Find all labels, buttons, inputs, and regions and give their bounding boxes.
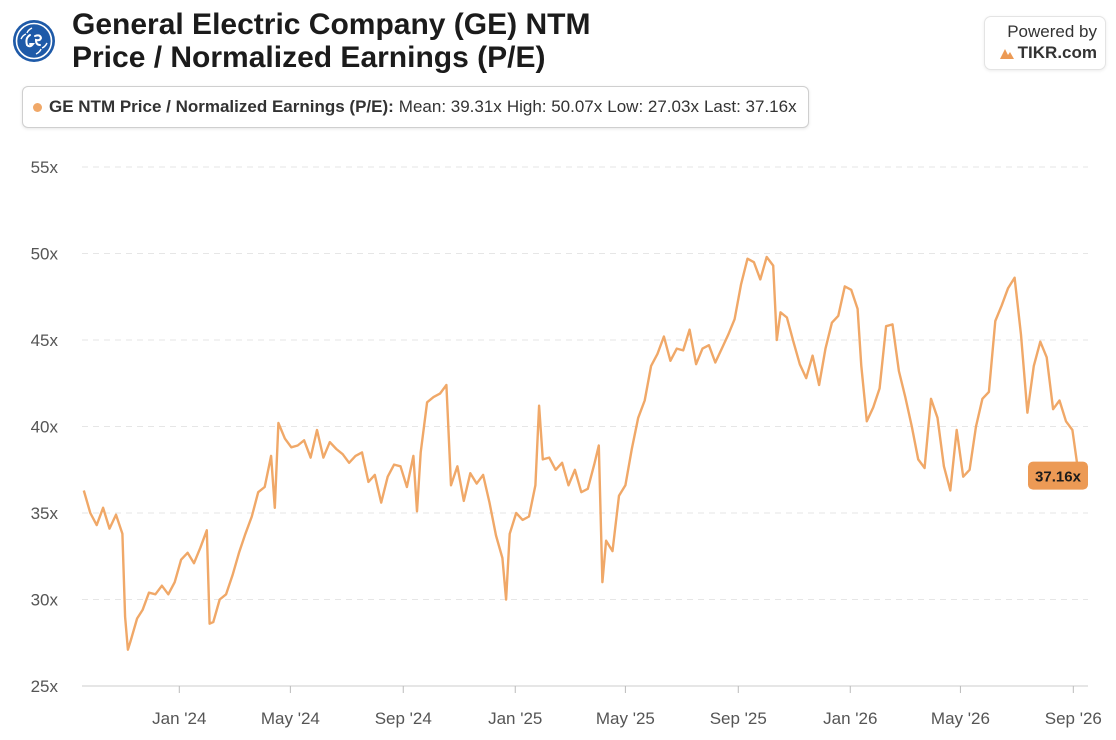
legend-mean: Mean: 39.31x <box>398 97 502 116</box>
title-line-1: General Electric Company (GE) NTM <box>72 8 591 41</box>
y-tick-label: 55x <box>31 158 59 177</box>
brand-label: TIKR.com <box>999 43 1097 63</box>
y-tick-label: 50x <box>31 245 59 264</box>
x-tick-label: Sep '24 <box>375 709 432 728</box>
tikr-logo-icon <box>999 49 1014 59</box>
x-tick-label: Jan '26 <box>823 709 877 728</box>
title-line-2: Price / Normalized Earnings (P/E) <box>72 41 546 74</box>
x-tick-label: Jan '24 <box>152 709 206 728</box>
x-tick-label: May '26 <box>931 709 990 728</box>
legend-series-name: GE NTM Price / Normalized Earnings (P/E)… <box>49 97 394 116</box>
legend-last: Last: 37.16x <box>703 97 797 116</box>
y-tick-label: 45x <box>31 331 59 350</box>
page-title: General Electric Company (GE) NTM Price … <box>72 8 590 74</box>
x-tick-label: May '25 <box>596 709 655 728</box>
y-tick-label: 30x <box>31 591 59 610</box>
last-value-badge <box>1028 461 1088 490</box>
x-tick-label: May '24 <box>261 709 320 728</box>
ge-logo-icon <box>13 20 55 62</box>
series-dot-icon <box>33 102 42 112</box>
x-tick-label: Sep '25 <box>710 709 767 728</box>
powered-by-badge[interactable]: Powered by TIKR.com <box>984 16 1106 70</box>
legend-low: Low: 27.03x <box>607 97 699 116</box>
y-tick-label: 25x <box>31 677 59 696</box>
brand-text: TIKR.com <box>1017 43 1097 62</box>
last-value-label: 37.16x <box>1035 469 1082 486</box>
x-tick-label: Sep '26 <box>1045 709 1102 728</box>
series-line[interactable] <box>82 255 1080 651</box>
chart-legend[interactable]: GE NTM Price / Normalized Earnings (P/E)… <box>22 86 809 128</box>
y-tick-label: 40x <box>31 418 59 437</box>
x-tick-label: Jan '25 <box>488 709 542 728</box>
legend-high: High: 50.07x <box>506 97 603 116</box>
powered-by-label: Powered by <box>1007 22 1097 41</box>
y-tick-label: 35x <box>31 504 59 523</box>
